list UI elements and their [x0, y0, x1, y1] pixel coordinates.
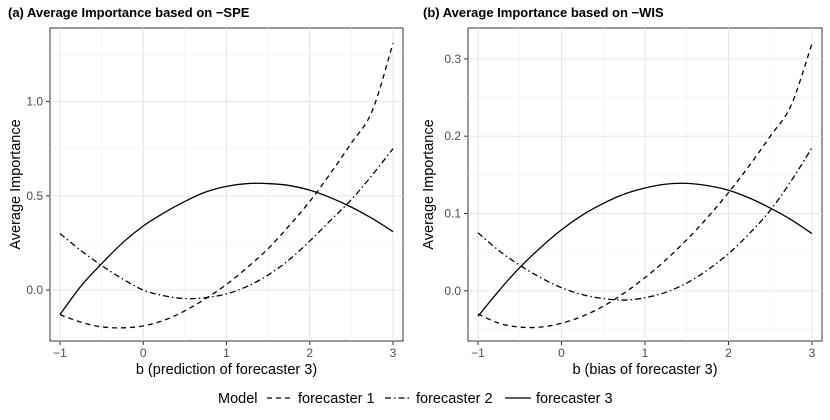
x-tick-label: 0: [558, 346, 565, 360]
panel-b-series: [477, 43, 813, 329]
legend-label-forecaster-2: forecaster 2: [416, 391, 493, 407]
panel-a-x-axis-label: b (prediction of forecaster 3): [136, 362, 317, 378]
panel-a-y-axis-label: Average Importance: [8, 119, 24, 249]
x-tick-label: −1: [53, 346, 67, 360]
y-tick-label: 0.2: [444, 129, 461, 143]
panel-a-series-forecaster-1: [59, 42, 394, 329]
panel-a-grid: [50, 28, 403, 341]
panel-b-x-axis-label: b (bias of forecaster 3): [572, 362, 717, 378]
x-tick-label: 3: [809, 346, 816, 360]
panel-b: (b) Average Importance based on −WIS −1 0…: [421, 5, 823, 378]
legend-title: Model: [218, 391, 258, 407]
legend-label-forecaster-3: forecaster 3: [536, 391, 613, 407]
x-tick-label: −1: [471, 346, 485, 360]
panel-a-series-forecaster-2: [59, 148, 394, 300]
x-tick-label: 3: [390, 346, 397, 360]
y-tick-label: 0.5: [26, 189, 43, 203]
x-tick-label: 0: [140, 346, 147, 360]
panel-b-series-forecaster-2: [477, 147, 813, 301]
panel-b-title: (b) Average Importance based on −WIS: [423, 5, 664, 20]
panel-b-grid: [468, 28, 822, 341]
x-tick-label: 1: [223, 346, 230, 360]
panel-b-series-forecaster-1: [477, 43, 813, 329]
y-tick-label: 0.1: [444, 206, 461, 220]
y-tick-label: 0.0: [444, 284, 461, 298]
y-tick-label: 0.0: [26, 283, 43, 297]
x-tick-label: 2: [725, 346, 732, 360]
panel-b-y-axis-label: Average Importance: [421, 119, 437, 249]
y-tick-label: 1.0: [26, 95, 43, 109]
x-tick-label: 1: [642, 346, 649, 360]
panel-a-title: (a) Average Importance based on −SPE: [8, 5, 250, 20]
legend: Model forecaster 1 forecaster 2 forecast…: [218, 391, 613, 407]
panel-a-series: [59, 42, 394, 329]
panel-a: (a) Average Importance based on −SPE −1 0…: [8, 5, 404, 378]
x-tick-label: 2: [306, 346, 313, 360]
panel-a-ticks: −1 0 1 2 3 0.0 0.5 1.0: [26, 95, 396, 360]
legend-label-forecaster-1: forecaster 1: [298, 391, 375, 407]
panel-b-ticks: −1 0 1 2 3 0.0 0.1 0.2 0.3: [444, 52, 815, 360]
panel-a-series-forecaster-3: [59, 182, 394, 315]
y-tick-label: 0.3: [444, 52, 461, 66]
panel-b-series-forecaster-3: [477, 182, 813, 317]
